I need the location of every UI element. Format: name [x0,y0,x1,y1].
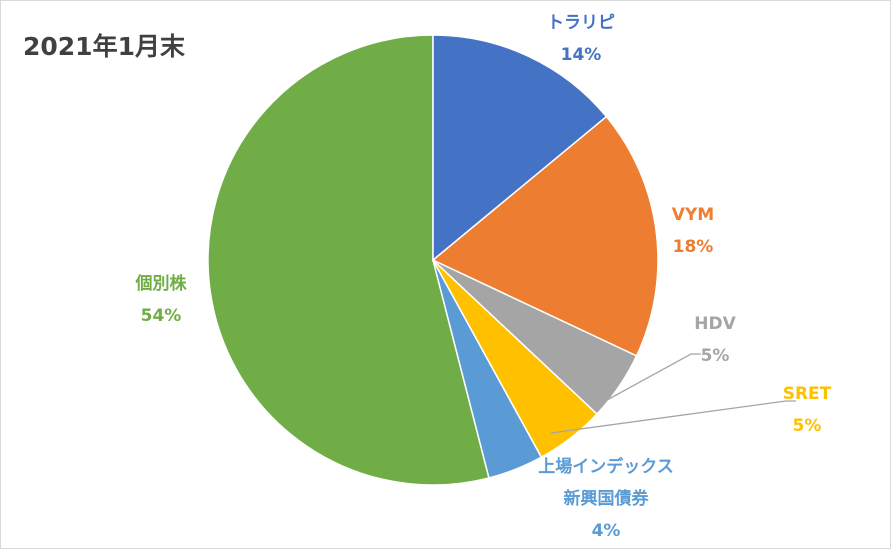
category-label: VYM [671,205,715,225]
pie-slice [207,34,490,486]
slice-label: HDV 5% [694,308,736,372]
chart-title: 2021年1月末 [23,32,185,61]
value-label: 5% [700,346,730,366]
slice-label: 上場インデックス新興国債券 4% [531,451,681,547]
pie-slice [431,115,659,357]
value-label: 14% [560,45,602,65]
slice-label: 個別株 54% [136,268,187,332]
value-label: 18% [672,237,714,257]
value-label: 54% [140,306,182,326]
value-label: 4% [591,521,621,541]
slice-label: SRET 5% [783,378,832,442]
pie-slice [432,34,608,262]
slice-label: トラリピ 14% [547,7,615,71]
slice-label: VYM 18% [672,199,714,263]
leader-line [597,353,701,406]
category-label: 上場インデックス新興国債券 [538,457,674,509]
category-label: トラリピ [547,13,615,33]
category-label: 個別株 [135,274,187,294]
leader-line [550,400,796,434]
category-label: SRET [782,384,832,404]
value-label: 5% [792,416,822,436]
category-label: HDV [694,314,736,334]
